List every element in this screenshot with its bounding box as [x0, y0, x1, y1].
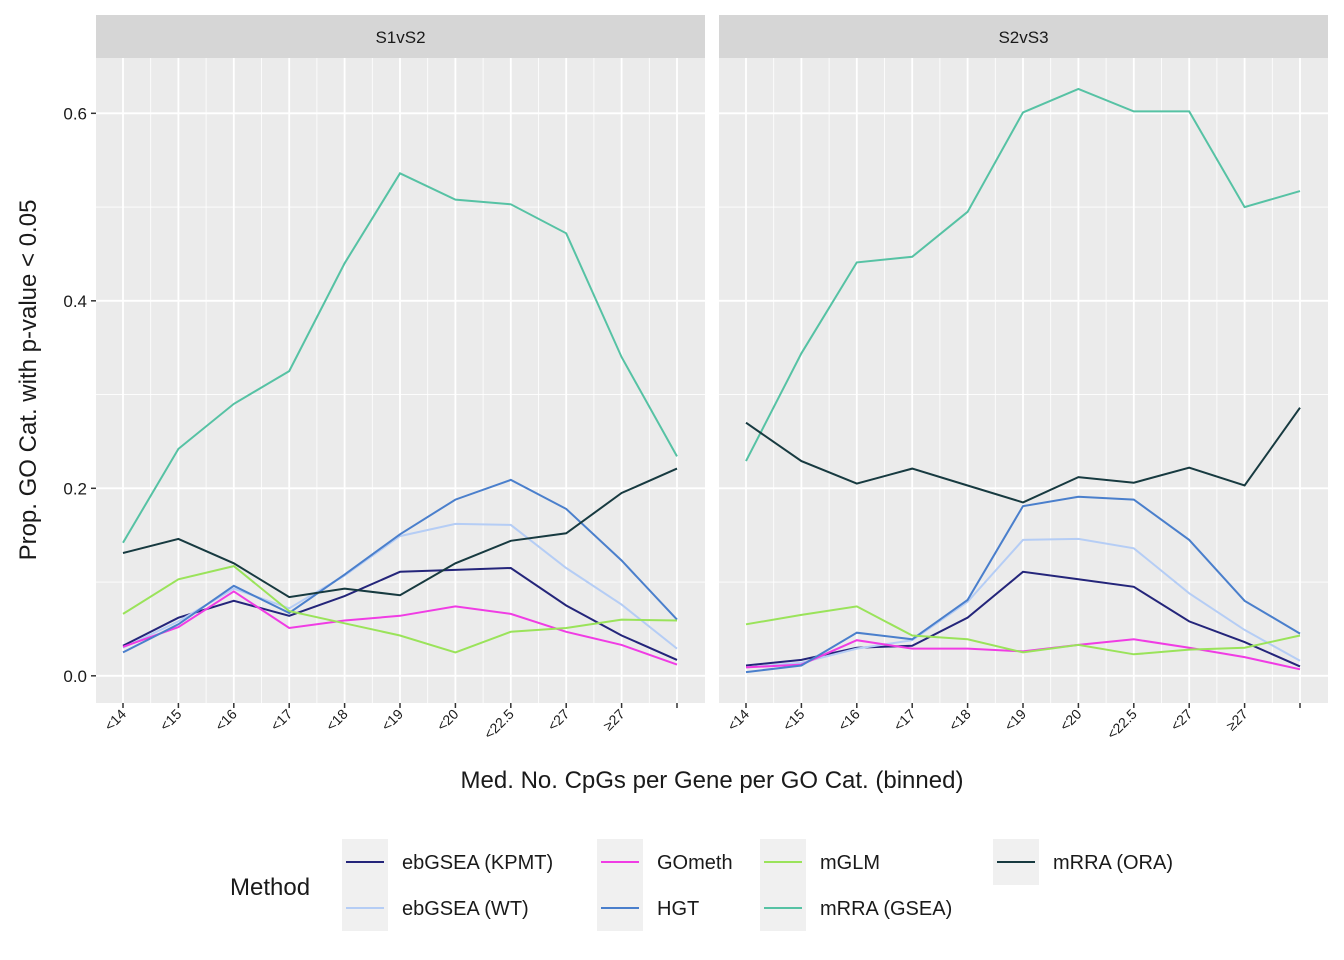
x-tick-label: <17	[890, 706, 918, 734]
x-tick-label: <16	[835, 706, 863, 734]
legend-item: mRRA (ORA)	[993, 839, 1173, 885]
legend-label: ebGSEA (WT)	[402, 898, 529, 920]
strip-background	[96, 15, 705, 58]
x-tick-label: <27	[544, 706, 572, 734]
x-tick-label: <19	[1001, 706, 1029, 734]
data-line	[122, 478, 678, 654]
x-tick-label: <16	[212, 706, 240, 734]
legend-item: mGLM	[760, 839, 880, 885]
data-line	[122, 565, 678, 654]
legend-item: HGT	[597, 885, 699, 931]
strip-background	[719, 15, 1328, 58]
x-tick-label: <22.5	[481, 706, 518, 743]
legend-label: HGT	[657, 898, 699, 920]
x-tick-label: <18	[946, 706, 974, 734]
legend-item: ebGSEA (WT)	[342, 885, 529, 931]
data-line	[745, 495, 1301, 674]
x-tick-label: ≥27	[600, 706, 628, 734]
y-tick-label: 0.2	[63, 479, 87, 498]
x-tick-label: <27	[1167, 706, 1195, 734]
x-tick-label: <22.5	[1104, 706, 1141, 743]
x-tick-label: <18	[323, 706, 351, 734]
x-tick-label: <14	[101, 706, 129, 734]
y-tick-label: 0.0	[63, 667, 87, 686]
strip-label: S1vS2	[375, 28, 425, 47]
x-axis-title: Med. No. CpGs per Gene per GO Cat. (binn…	[461, 767, 964, 794]
strip-label: S2vS3	[998, 28, 1048, 47]
x-tick-label: <17	[267, 706, 295, 734]
legend-item: GOmeth	[597, 839, 733, 885]
data-line	[122, 172, 678, 544]
data-line	[745, 605, 1301, 656]
data-line	[122, 566, 678, 661]
data-line	[122, 467, 678, 599]
legend-title: Method	[230, 874, 310, 901]
legend-item: mRRA (GSEA)	[760, 885, 952, 931]
legend-label: mRRA (ORA)	[1053, 852, 1173, 874]
x-tick-label: <15	[779, 706, 807, 734]
data-line	[122, 590, 678, 666]
data-line	[745, 537, 1301, 669]
x-tick-label: <20	[1056, 706, 1084, 734]
data-line	[745, 407, 1301, 504]
data-line	[745, 570, 1301, 668]
legend-label: mGLM	[820, 852, 880, 874]
x-tick-label: ≥27	[1223, 706, 1251, 734]
y-tick-label: 0.6	[63, 104, 87, 123]
legend-label: ebGSEA (KPMT)	[402, 852, 553, 874]
x-tick-label: <19	[378, 706, 406, 734]
y-axis-title: Prop. GO Cat. with p-value < 0.05	[15, 200, 42, 561]
y-tick-label: 0.4	[63, 292, 87, 311]
x-tick-label: <20	[433, 706, 461, 734]
x-tick-label: <15	[156, 706, 184, 734]
x-tick-label: <14	[724, 706, 752, 734]
legend-label: mRRA (GSEA)	[820, 898, 952, 920]
legend-item: ebGSEA (KPMT)	[342, 839, 553, 885]
data-line	[745, 87, 1301, 462]
legend-label: GOmeth	[657, 852, 733, 874]
